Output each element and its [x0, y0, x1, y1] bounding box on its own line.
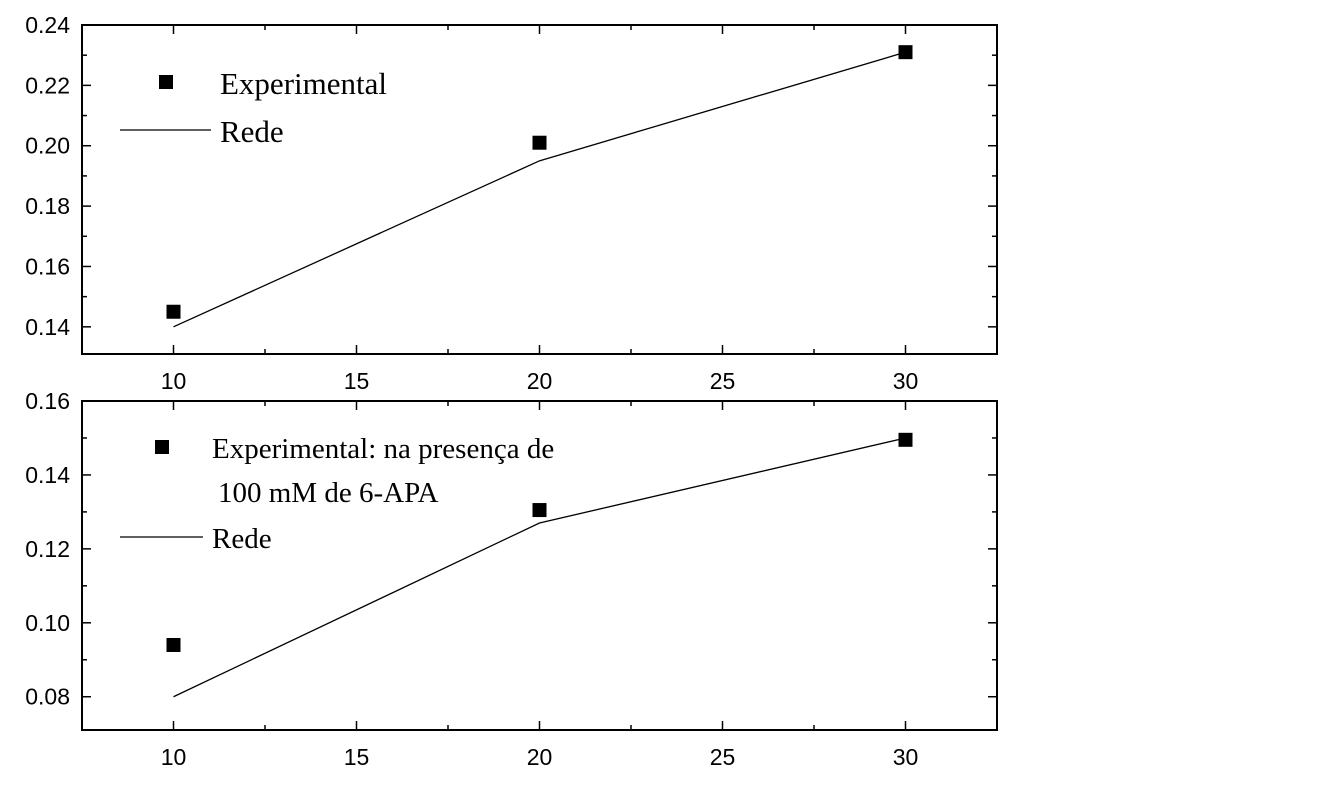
y-tick-label: 0.12 [25, 536, 70, 562]
legend-marker-square [155, 440, 169, 454]
chart-panel-1: 10 15 20 25 30 0.14 0.16 0.18 0.20 0.22 0.24 Experi… [25, 12, 998, 394]
x-tick-label: 20 [527, 744, 553, 770]
x-tick-label: 25 [710, 744, 736, 770]
legend-label: Experimental [220, 66, 387, 101]
x-tick-label: 15 [344, 744, 370, 770]
x-tick-label: 30 [893, 744, 919, 770]
y-tick-label: 0.22 [25, 72, 70, 98]
x-tick-label: 10 [161, 744, 187, 770]
chart-panel-2: 10 15 20 25 30 0.08 0.10 0.12 0.14 0.16 Experiment… [25, 388, 998, 770]
y-tick-label: 0.16 [25, 388, 70, 414]
x-tick-label: 10 [161, 368, 187, 394]
legend-label: Experimental: na presença de [212, 433, 554, 465]
y-tick-label: 0.14 [25, 314, 70, 340]
y-tick-label: 0.24 [25, 12, 70, 38]
x-tick-label: 15 [344, 368, 370, 394]
y-tick-label: 0.20 [25, 133, 70, 159]
y-tick-label: 0.10 [25, 610, 70, 636]
legend-label: Rede [212, 523, 272, 555]
y-tick-label: 0.16 [25, 253, 70, 279]
legend-label: Rede [220, 114, 284, 149]
x-tick-label: 20 [527, 368, 553, 394]
x-tick-label: 25 [710, 368, 736, 394]
y-tick-label: 0.18 [25, 193, 70, 219]
data-point-experimental [166, 637, 181, 652]
legend-marker-square [159, 75, 173, 89]
series-line-rede [173, 437, 906, 698]
x-tick-label: 30 [893, 368, 919, 394]
series-line-rede [173, 51, 906, 328]
legend-label: 100 mM de 6-APA [218, 477, 439, 509]
y-tick-label: 0.08 [25, 684, 70, 710]
data-point-experimental [166, 304, 181, 319]
data-point-experimental [898, 432, 913, 447]
y-tick-label: 0.14 [25, 462, 70, 488]
data-point-experimental [532, 135, 547, 150]
data-point-experimental [532, 503, 547, 518]
